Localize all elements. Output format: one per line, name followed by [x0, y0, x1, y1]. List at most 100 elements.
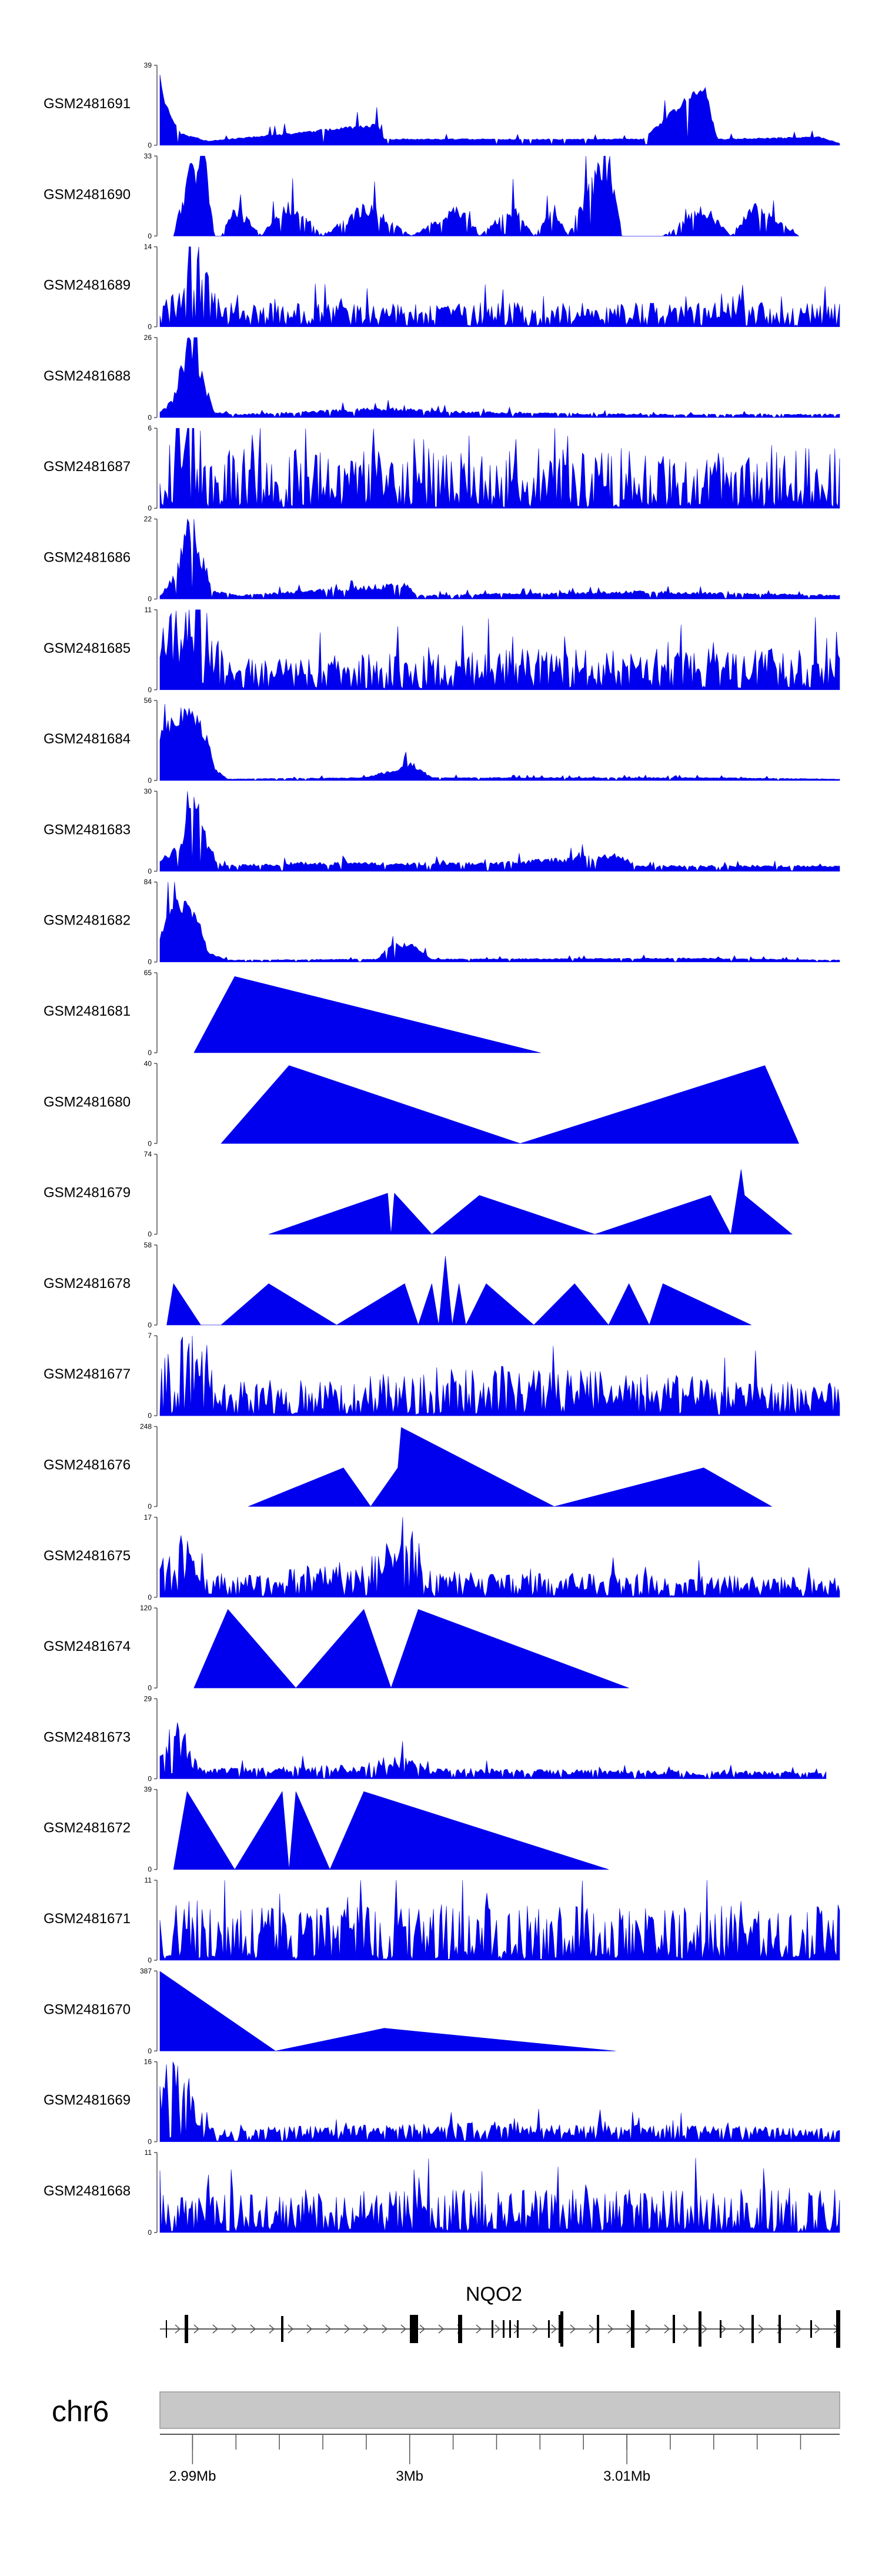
strand-arrow [645, 2324, 652, 2334]
track-GSM2481686: GSM2481686 22 0 [44, 515, 840, 603]
track-label: GSM2481672 [44, 1820, 131, 1836]
signal-area [159, 518, 840, 599]
exon [673, 2315, 675, 2343]
exon [631, 2310, 634, 2348]
exon [410, 2315, 415, 2343]
strand-arrow [739, 2324, 746, 2334]
y-min-label: 0 [148, 686, 152, 694]
exon [509, 2320, 511, 2338]
track-label: GSM2481685 [44, 640, 131, 656]
y-max-label: 14 [144, 243, 152, 251]
track-label: GSM2481674 [44, 1639, 131, 1654]
strand-arrow [532, 2324, 539, 2334]
signal-area [193, 1609, 629, 1689]
signal-area [248, 1427, 773, 1507]
track-label: GSM2481681 [44, 1003, 131, 1019]
y-max-label: 58 [144, 1241, 152, 1249]
y-min-label: 0 [148, 1866, 152, 1874]
track-GSM2481674: GSM2481674 120 0 [44, 1604, 629, 1692]
y-max-label: 120 [140, 1604, 152, 1612]
y-min-label: 0 [148, 1593, 152, 1601]
track-GSM2481668: GSM2481668 11 0 [44, 2148, 840, 2237]
y-min-label: 0 [148, 413, 152, 422]
strand-arrow [306, 2324, 313, 2334]
track-GSM2481688: GSM2481688 26 0 [44, 333, 840, 422]
y-min-label: 0 [148, 1503, 152, 1511]
signal-area [159, 2061, 840, 2142]
axis-tick-label: 2.99Mb [169, 2468, 216, 2484]
track-GSM2481682: GSM2481682 84 0 [44, 878, 840, 966]
exon [414, 2315, 418, 2343]
signal-area [159, 791, 840, 872]
strand-arrow [796, 2324, 802, 2334]
y-max-label: 11 [145, 2148, 152, 2157]
y-min-label: 0 [148, 1049, 152, 1057]
track-label: GSM2481687 [44, 459, 131, 475]
signal-area [268, 1169, 793, 1235]
signal-area [159, 1336, 840, 1416]
exon-marks [166, 2310, 840, 2348]
y-max-label: 29 [144, 1694, 152, 1703]
track-label: GSM2481673 [44, 1729, 131, 1745]
track-GSM2481683: GSM2481683 30 0 [44, 787, 840, 875]
y-min-label: 0 [148, 1321, 152, 1329]
exon [560, 2311, 563, 2347]
signal-area [159, 337, 840, 418]
track-label: GSM2481680 [44, 1094, 131, 1110]
track-GSM2481689: GSM2481689 14 0 [44, 243, 840, 331]
signal-area [193, 976, 541, 1053]
strand-arrow [419, 2324, 426, 2334]
exon [810, 2320, 812, 2338]
strand-arrow [269, 2324, 275, 2334]
exon [185, 2315, 188, 2343]
y-min-label: 0 [148, 2228, 152, 2237]
signal-area [159, 75, 840, 146]
y-max-label: 40 [144, 1059, 152, 1067]
track-label: GSM2481671 [44, 1911, 131, 1927]
signal-area [159, 2158, 840, 2233]
strand-arrow [438, 2324, 445, 2334]
exon [458, 2315, 462, 2343]
strand-arrow [193, 2324, 200, 2334]
y-max-label: 65 [144, 969, 152, 977]
track-GSM2481673: GSM2481673 29 0 [44, 1694, 827, 1783]
y-max-label: 30 [144, 787, 152, 795]
track-GSM2481685: GSM2481685 11 0 [44, 606, 840, 694]
track-label: GSM2481678 [44, 1276, 131, 1292]
y-max-label: 11 [145, 606, 152, 614]
y-min-label: 0 [148, 1230, 152, 1239]
y-max-label: 22 [144, 515, 152, 523]
exon [720, 2320, 721, 2338]
track-label: GSM2481668 [44, 2183, 131, 2199]
track-label: GSM2481683 [44, 822, 131, 837]
strand-arrow [400, 2324, 407, 2334]
y-min-label: 0 [148, 1774, 152, 1783]
strand-arrows [175, 2324, 840, 2334]
chromosome-band [159, 2391, 840, 2429]
signal-area [159, 703, 840, 781]
track-GSM2481678: GSM2481678 58 0 [44, 1241, 751, 1329]
track-label: GSM2481675 [44, 1548, 131, 1564]
y-max-label: 6 [148, 424, 152, 432]
exon [517, 2320, 519, 2338]
track-GSM2481680: GSM2481680 40 0 [44, 1059, 800, 1147]
track-GSM2481679: GSM2481679 74 0 [44, 1150, 793, 1239]
strand-arrow [363, 2324, 369, 2334]
signal-area [159, 1722, 827, 1779]
exon [699, 2311, 701, 2347]
strand-arrow [212, 2324, 219, 2334]
track-label: GSM2481677 [44, 1366, 131, 1382]
exon [281, 2316, 283, 2342]
y-max-label: 11 [145, 1876, 152, 1884]
track-label: GSM2481690 [44, 186, 131, 202]
y-max-label: 33 [144, 152, 152, 160]
exon [751, 2315, 754, 2343]
strand-arrow [288, 2324, 294, 2334]
exon [559, 2315, 561, 2343]
y-min-label: 0 [148, 2138, 152, 2146]
y-min-label: 0 [148, 504, 152, 512]
strand-arrow [250, 2324, 256, 2334]
gene-name-label: NQO2 [466, 2283, 522, 2305]
y-max-label: 39 [144, 1786, 152, 1794]
y-max-label: 39 [144, 61, 152, 69]
